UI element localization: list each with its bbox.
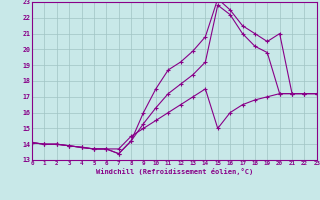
- X-axis label: Windchill (Refroidissement éolien,°C): Windchill (Refroidissement éolien,°C): [96, 168, 253, 175]
